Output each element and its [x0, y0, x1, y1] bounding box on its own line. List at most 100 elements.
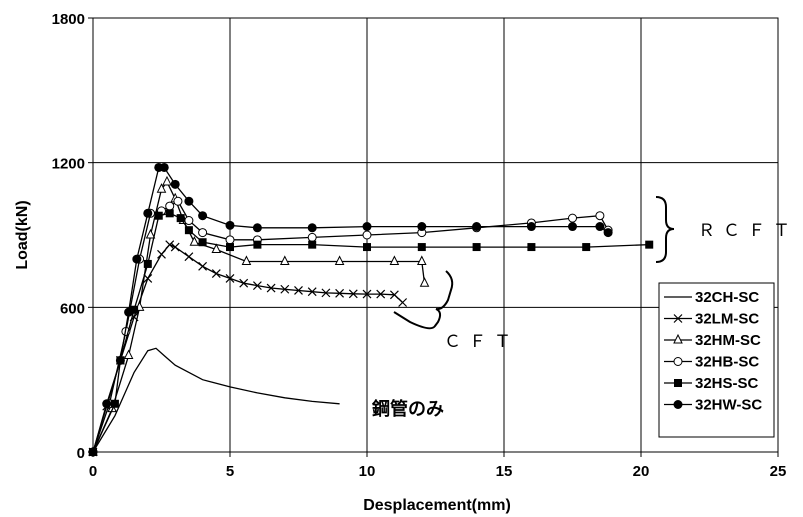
- legend-label: 32HW-SC: [695, 397, 762, 414]
- data-point: [673, 357, 683, 366]
- data-point: [225, 235, 235, 245]
- x-tick-label: 15: [496, 463, 513, 480]
- data-point: [348, 289, 358, 299]
- data-point: [321, 288, 331, 298]
- data-point: [159, 162, 169, 172]
- legend-label: 32LM-SC: [695, 311, 759, 328]
- series-line: [92, 243, 404, 453]
- series-32hw-sc: [88, 162, 613, 457]
- data-point: [595, 211, 605, 221]
- series-layer: [88, 162, 654, 457]
- data-point: [389, 290, 399, 300]
- data-point: [165, 201, 175, 211]
- data-point: [154, 211, 163, 220]
- data-point: [162, 175, 172, 186]
- data-point: [184, 216, 194, 226]
- y-tick-label: 1200: [52, 156, 85, 173]
- legend-label: 32HB-SC: [695, 354, 759, 371]
- data-point: [266, 283, 276, 293]
- data-point: [568, 213, 577, 223]
- data-point: [184, 196, 194, 206]
- data-point: [526, 222, 536, 232]
- cft-brace: [393, 270, 454, 330]
- series-line: [92, 347, 340, 453]
- data-point: [143, 208, 153, 218]
- data-point: [124, 307, 134, 317]
- data-point: [123, 349, 134, 360]
- data-point: [115, 355, 125, 365]
- data-point: [376, 289, 386, 299]
- legend: 32CH-SC 32LM-SC 32HM-SC 32HB-SC 32HS-SC 32HW-…: [658, 282, 775, 438]
- data-point: [279, 255, 290, 266]
- data-point: [143, 273, 153, 283]
- data-point: [674, 379, 682, 387]
- data-point: [595, 222, 605, 232]
- data-point: [645, 240, 654, 249]
- data-point: [527, 243, 536, 252]
- series-line: [92, 200, 609, 453]
- series-32ch-sc: [92, 347, 340, 453]
- data-point: [252, 281, 262, 291]
- data-point: [157, 249, 166, 259]
- data-point: [198, 261, 208, 271]
- x-tick-label: 5: [226, 463, 234, 480]
- data-point: [673, 314, 683, 323]
- data-point: [362, 230, 372, 240]
- data-point: [211, 243, 222, 253]
- data-point: [307, 223, 317, 233]
- x-tick-label: 10: [359, 463, 376, 480]
- data-point: [198, 211, 208, 221]
- data-point: [363, 243, 371, 252]
- data-point: [225, 220, 235, 230]
- legend-item: 32HB-SC: [664, 354, 759, 371]
- data-point: [170, 242, 180, 252]
- data-point: [130, 305, 139, 314]
- x-tick-label: 0: [89, 463, 97, 480]
- y-tick-label: 1800: [52, 11, 85, 28]
- data-point: [280, 284, 290, 294]
- x-tick-label: 25: [770, 463, 787, 480]
- data-point: [156, 183, 167, 193]
- legend-item: 32HW-SC: [664, 397, 762, 414]
- data-point: [308, 240, 317, 249]
- data-point: [389, 255, 400, 266]
- y-tick-label: 0: [77, 445, 85, 462]
- data-point: [568, 222, 577, 232]
- data-point: [362, 289, 372, 299]
- legend-label: 32HS-SC: [695, 375, 759, 392]
- data-point: [176, 214, 185, 223]
- data-point: [417, 222, 427, 232]
- x-axis-title: Desplacement(mm): [363, 497, 511, 514]
- y-axis-ticks: 0 600 1200 1800: [52, 11, 93, 462]
- data-point: [673, 400, 683, 409]
- data-point: [170, 179, 180, 189]
- data-point: [362, 222, 372, 232]
- legend-item: 32CH-SC: [664, 289, 759, 306]
- series-32hs-sc: [89, 209, 654, 456]
- data-point: [673, 333, 683, 344]
- data-point: [335, 288, 345, 298]
- data-point: [307, 287, 317, 297]
- annotation-rcft: ＲＣＦＴ: [698, 221, 798, 240]
- data-point: [472, 222, 482, 232]
- rcft-brace: [655, 196, 675, 263]
- data-point: [334, 255, 345, 266]
- data-point: [88, 447, 98, 457]
- gridlines: [93, 18, 778, 452]
- data-point: [307, 232, 317, 242]
- data-point: [241, 255, 252, 266]
- legend-item: 32HS-SC: [664, 375, 759, 392]
- data-point: [165, 240, 175, 250]
- y-tick-label: 600: [60, 300, 85, 317]
- data-point: [294, 286, 303, 295]
- legend-item: 32HM-SC: [664, 332, 761, 349]
- series-32hb-sc: [88, 196, 613, 457]
- data-point: [603, 228, 613, 238]
- data-point: [143, 259, 152, 268]
- annotation-steel-tube-only: 鋼管のみ: [371, 398, 444, 420]
- data-point: [472, 243, 481, 252]
- data-point: [582, 243, 591, 252]
- data-point: [417, 243, 426, 252]
- data-point: [252, 223, 262, 233]
